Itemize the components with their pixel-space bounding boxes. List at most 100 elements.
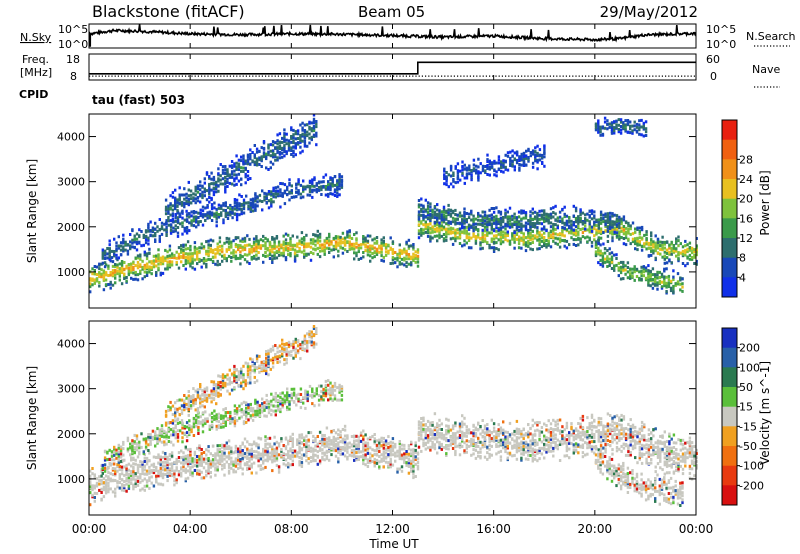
heatmap-cell [201, 213, 205, 217]
heatmap-cell [394, 451, 397, 455]
heatmap-cell [337, 460, 340, 464]
heatmap-cell [536, 214, 539, 218]
heatmap-cell [313, 178, 316, 182]
heatmap-cell [310, 127, 313, 131]
heatmap-cell [303, 252, 306, 256]
heatmap-cell [161, 456, 165, 460]
heatmap-cell [458, 232, 462, 236]
heatmap-cell [552, 222, 555, 226]
heatmap-cell [242, 203, 246, 206]
heatmap-cell [247, 205, 250, 208]
heatmap-cell [123, 480, 126, 483]
heatmap-cell [148, 247, 151, 251]
heatmap-cell [422, 210, 425, 214]
heatmap-cell [321, 437, 324, 441]
heatmap-cell [412, 255, 415, 259]
heatmap-cell [341, 241, 345, 244]
heatmap-cell [299, 134, 302, 137]
heatmap-cell [384, 250, 388, 254]
heatmap-cell [296, 443, 299, 446]
heatmap-cell [243, 239, 247, 243]
heatmap-cell [337, 254, 340, 258]
heatmap-cell [513, 215, 516, 219]
heatmap-cell [490, 225, 493, 229]
heatmap-cell [424, 208, 427, 212]
heatmap-cell [214, 252, 217, 256]
heatmap-cell [214, 248, 217, 252]
heatmap-cell [380, 258, 383, 262]
heatmap-cell [157, 461, 160, 465]
heatmap-cell [541, 153, 544, 157]
heatmap-cell [119, 244, 123, 248]
heatmap-cell [230, 245, 233, 249]
heatmap-cell [154, 232, 157, 235]
heatmap-cell [260, 159, 263, 163]
heatmap-cell [167, 207, 170, 211]
heatmap-cell [281, 151, 284, 155]
heatmap-cell [305, 245, 308, 249]
heatmap-cell [267, 145, 270, 149]
heatmap-cell [252, 237, 256, 241]
heatmap-cell [658, 276, 661, 279]
heatmap-cell [264, 449, 267, 453]
heatmap-cell [412, 460, 415, 464]
heatmap-cell [250, 457, 253, 461]
heatmap-cell [187, 180, 190, 184]
heatmap-cell [296, 141, 300, 145]
heatmap-cell [189, 447, 192, 451]
heatmap-cell [186, 252, 190, 256]
heatmap-cell [511, 163, 514, 167]
heatmap-cell [143, 270, 146, 274]
heatmap-cell [436, 239, 439, 243]
heatmap-cell [177, 266, 181, 270]
heatmap-cell [426, 234, 430, 238]
heatmap-cell [484, 171, 487, 174]
heatmap-cell [613, 120, 616, 124]
heatmap-cell [597, 229, 600, 233]
heatmap-cell [325, 241, 329, 245]
heatmap-cell [511, 222, 514, 226]
heatmap-cell [613, 253, 616, 257]
heatmap-cell [610, 130, 614, 133]
heatmap-cell [609, 220, 612, 224]
heatmap-cell [382, 239, 385, 243]
heatmap-cell [176, 209, 179, 213]
heatmap-cell [118, 278, 121, 282]
heatmap-cell [343, 428, 347, 432]
heatmap-cell [524, 213, 528, 217]
heatmap-cell [622, 265, 625, 269]
heatmap-cell [490, 218, 493, 222]
heatmap-cell [269, 154, 272, 158]
heatmap-cell [357, 250, 360, 254]
heatmap-cell [100, 482, 103, 486]
heatmap-cell [522, 157, 526, 161]
heatmap-cell [192, 192, 195, 196]
heatmap-cell [133, 433, 136, 437]
heatmap-cell [318, 232, 322, 236]
heatmap-cell [343, 440, 347, 444]
heatmap-cell [308, 187, 312, 191]
heatmap-cell [155, 264, 158, 268]
heatmap-cell [357, 439, 360, 443]
heatmap-cell [177, 456, 181, 459]
heatmap-cell [584, 213, 587, 217]
heatmap-cell [665, 248, 669, 252]
heatmap-cell [284, 248, 288, 252]
heatmap-cell [298, 446, 301, 449]
heatmap-cell [186, 247, 190, 251]
heatmap-cell [300, 436, 304, 440]
heatmap-cell [255, 444, 258, 448]
heatmap-cell [527, 231, 530, 235]
heatmap-cell [447, 173, 450, 177]
heatmap-cell [266, 459, 269, 463]
heatmap-cell [255, 456, 258, 460]
heatmap-cell [670, 242, 673, 246]
heatmap-cell [577, 232, 580, 236]
heatmap-cell [267, 150, 270, 154]
heatmap-cell [198, 246, 201, 250]
heatmap-cell [119, 455, 123, 459]
heatmap-cell [422, 223, 425, 227]
heatmap-cell [595, 231, 598, 235]
heatmap-cell [670, 246, 673, 250]
heatmap-cell [382, 465, 385, 469]
